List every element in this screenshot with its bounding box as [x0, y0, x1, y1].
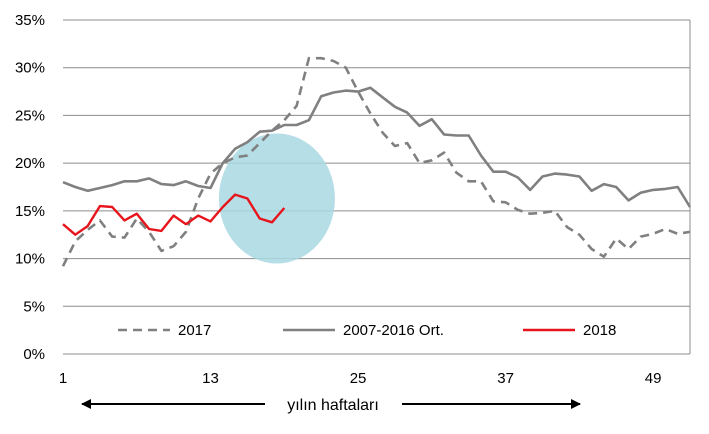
- x-tick-label: 49: [645, 370, 662, 387]
- y-axis-ticks: 0% 5% 10% 15% 20% 25% 30% 35%: [15, 12, 45, 363]
- y-tick-label: 10%: [15, 251, 45, 268]
- series-lines: [61, 56, 692, 267]
- legend-label-1: 2007-2016 Ort.: [343, 322, 444, 339]
- series-line-2: [62, 193, 286, 236]
- x-tick-label: 25: [350, 370, 367, 387]
- y-tick-label: 0%: [23, 346, 45, 363]
- y-tick-label: 25%: [15, 107, 45, 124]
- highlight-circle: [218, 133, 335, 264]
- series-line-0: [61, 56, 691, 267]
- y-tick-label: 5%: [23, 298, 45, 315]
- y-tick-label: 30%: [15, 60, 45, 77]
- x-tick-label: 13: [202, 370, 219, 387]
- x-axis-ticks: 1 13 25 37 49: [59, 370, 662, 387]
- y-tick-label: 20%: [15, 155, 45, 172]
- legend: 2017 2007-2016 Ort. 2018: [118, 322, 616, 339]
- x-tick-label: 37: [497, 370, 514, 387]
- legend-label-2: 2018: [583, 322, 616, 339]
- series-line-1: [62, 86, 692, 208]
- y-tick-label: 15%: [15, 203, 45, 220]
- x-axis-title: yılın haftaları: [287, 397, 379, 414]
- legend-label-0: 2017: [178, 322, 211, 339]
- x-tick-label: 1: [59, 370, 67, 387]
- gridlines: [63, 19, 690, 307]
- y-tick-label: 35%: [15, 12, 45, 29]
